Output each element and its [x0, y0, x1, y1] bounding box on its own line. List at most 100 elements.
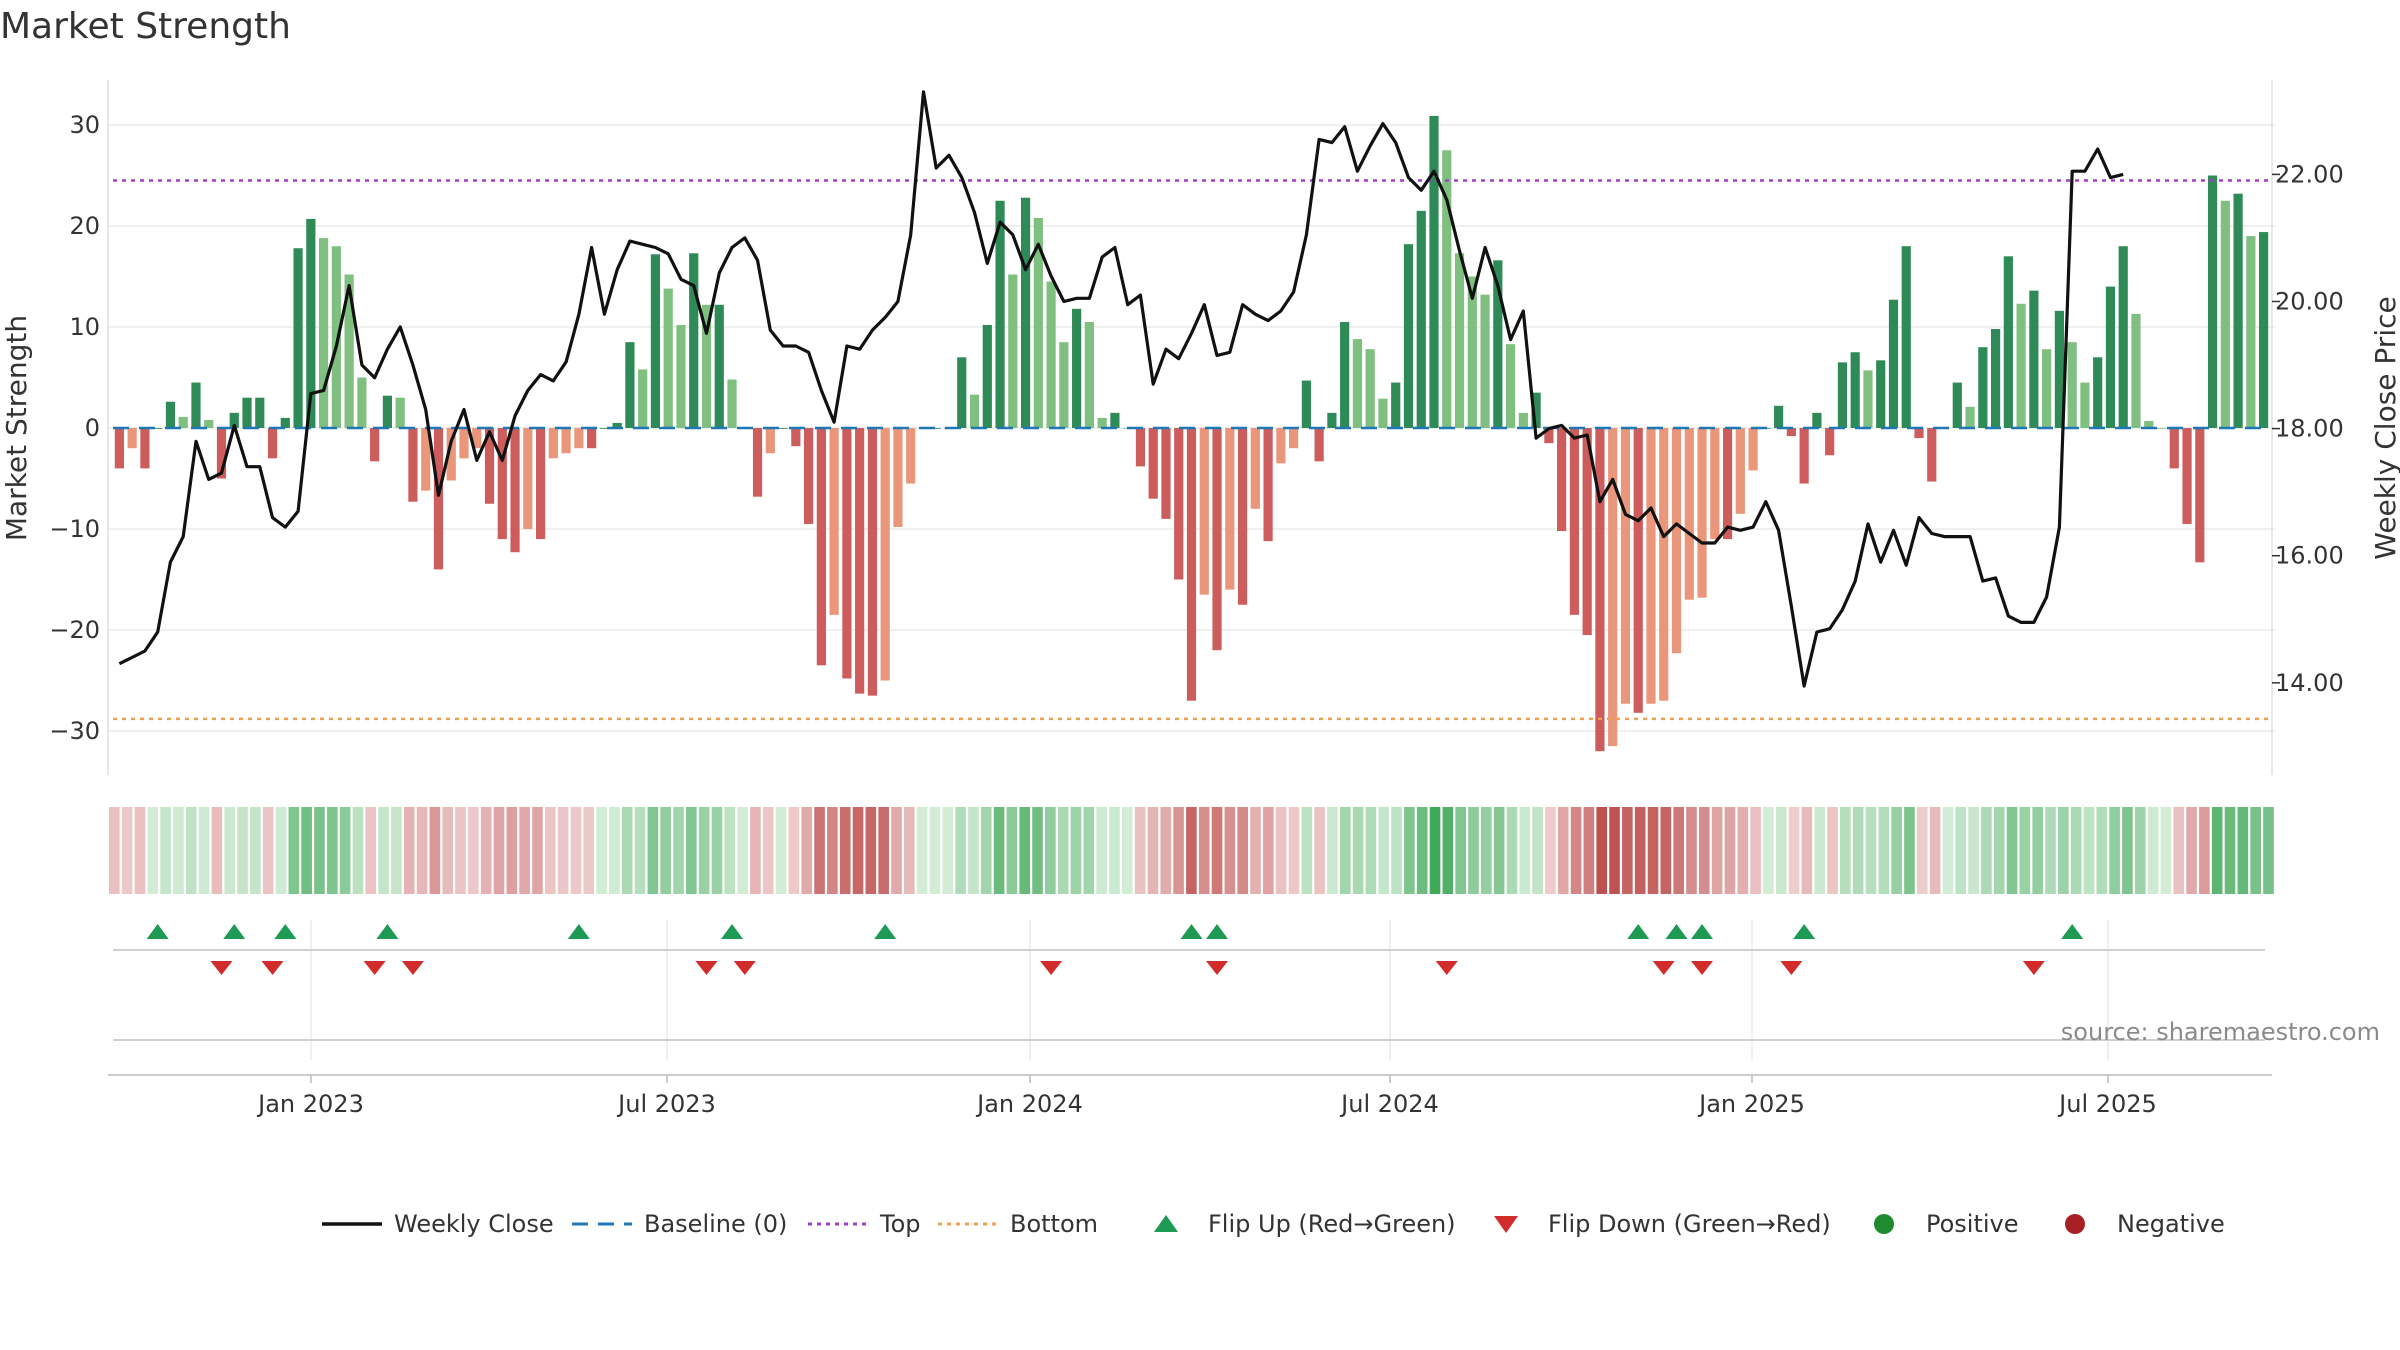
strength-bar: [2220, 200, 2230, 428]
strength-bar: [216, 428, 227, 479]
heat-cell: [493, 807, 505, 894]
heat-cell: [173, 807, 184, 894]
strength-bar: [1480, 294, 1490, 428]
legend-item: Top: [808, 1210, 921, 1238]
heat-cell: [1468, 807, 1479, 894]
strength-bar: [1059, 342, 1069, 428]
heat-cell: [852, 807, 864, 894]
flip-down-marker: [733, 961, 756, 975]
heat-cell: [1121, 807, 1133, 894]
heat-cell: [1211, 807, 1223, 894]
heat-cell: [1814, 807, 1826, 894]
heat-cell: [827, 807, 838, 894]
heat-cell: [1006, 807, 1018, 894]
heat-cell: [2147, 807, 2159, 894]
strength-bar: [370, 428, 380, 462]
flip-down-marker: [1652, 961, 1675, 975]
y-tick-right: 18.00: [2275, 415, 2344, 443]
flip-down-marker: [2022, 961, 2045, 975]
heat-cell: [147, 807, 159, 894]
heat-cell: [1045, 807, 1056, 894]
strength-bar: [880, 428, 890, 681]
strength-bar: [1595, 428, 1605, 752]
strength-bar: [242, 397, 252, 428]
strength-bar: [1391, 382, 1401, 428]
strength-bars: [114, 115, 2269, 752]
heat-cell: [1404, 807, 1415, 894]
strength-bar: [472, 428, 482, 449]
flip-up-marker: [1627, 924, 1650, 939]
heat-cell: [1263, 807, 1274, 894]
heat-cell: [1147, 807, 1159, 894]
heat-cell: [519, 807, 530, 894]
strength-bar: [446, 428, 456, 481]
x-tick-label: Jan 2025: [1697, 1090, 1805, 1118]
heat-cell: [1173, 807, 1184, 894]
heat-cell: [1032, 807, 1043, 894]
strength-bar: [1952, 382, 1962, 428]
heat-cell: [455, 807, 466, 894]
heat-cell: [1852, 807, 1864, 894]
legend-label: Negative: [2117, 1210, 2225, 1238]
reference-lines: [113, 179, 2268, 721]
strength-bar: [1990, 329, 2001, 428]
heat-cell: [1250, 807, 1261, 894]
strength-bar: [1378, 398, 1388, 428]
heat-cell: [724, 807, 736, 894]
heat-cell: [1391, 807, 1402, 894]
flip-down-marker: [1040, 961, 1063, 975]
strength-bar: [433, 428, 444, 570]
strength-bar: [752, 428, 763, 497]
strength-bar: [1786, 428, 1796, 437]
heat-cell: [262, 807, 274, 894]
strength-bar: [1557, 428, 1567, 532]
heat-cell: [275, 807, 287, 894]
strength-bar: [2003, 256, 2013, 428]
heat-cell: [1955, 807, 1967, 894]
flip-down-marker: [695, 961, 718, 975]
heat-cell: [2263, 807, 2274, 894]
x-tick-label: Jul 2025: [2057, 1090, 2157, 1118]
heat-cell: [506, 807, 518, 894]
strength-bar: [1722, 428, 1733, 540]
signal-panel: [113, 924, 2265, 1041]
heat-cell: [2006, 807, 2018, 894]
flip-down-marker: [210, 961, 233, 975]
legend-label: Baseline (0): [644, 1210, 787, 1238]
flip-up-marker: [376, 924, 399, 939]
heat-cell: [2058, 807, 2069, 894]
heat-cell: [1532, 807, 1543, 894]
legend-item: Weekly Close: [322, 1210, 554, 1238]
heat-cell: [2134, 807, 2146, 894]
heat-cell: [2122, 807, 2133, 894]
strength-bar: [804, 428, 814, 524]
heat-cell: [1429, 807, 1441, 894]
flip-down-marker: [1691, 961, 1714, 975]
heat-cell: [1339, 807, 1351, 894]
strength-bar: [293, 248, 303, 428]
heat-cell: [1968, 807, 1979, 894]
weekly-close-line: [118, 90, 2124, 688]
heat-cell: [1455, 807, 1466, 894]
heat-cell: [480, 807, 492, 894]
strength-bar: [497, 428, 507, 540]
strength-bar: [1327, 412, 1337, 428]
heat-cell: [596, 807, 607, 894]
strength-bar: [1033, 217, 1043, 428]
strength-bar: [357, 377, 367, 428]
strength-bar: [1531, 392, 1541, 428]
strength-bar: [1671, 428, 1682, 654]
strength-bar: [612, 422, 622, 428]
strength-bar: [1888, 299, 1899, 428]
heat-cell: [1506, 807, 1518, 894]
strength-bar: [1352, 339, 1363, 428]
strength-bar: [1837, 362, 1848, 428]
heat-cell: [634, 807, 646, 894]
strength-bar: [689, 253, 699, 428]
heat-cell: [955, 807, 966, 894]
legend-item: Negative: [2065, 1210, 2225, 1238]
heat-cell: [1481, 807, 1492, 894]
source-note: source: sharemaestro.com: [2061, 1018, 2380, 1046]
strength-bar: [114, 428, 124, 469]
heat-cell: [968, 807, 979, 894]
